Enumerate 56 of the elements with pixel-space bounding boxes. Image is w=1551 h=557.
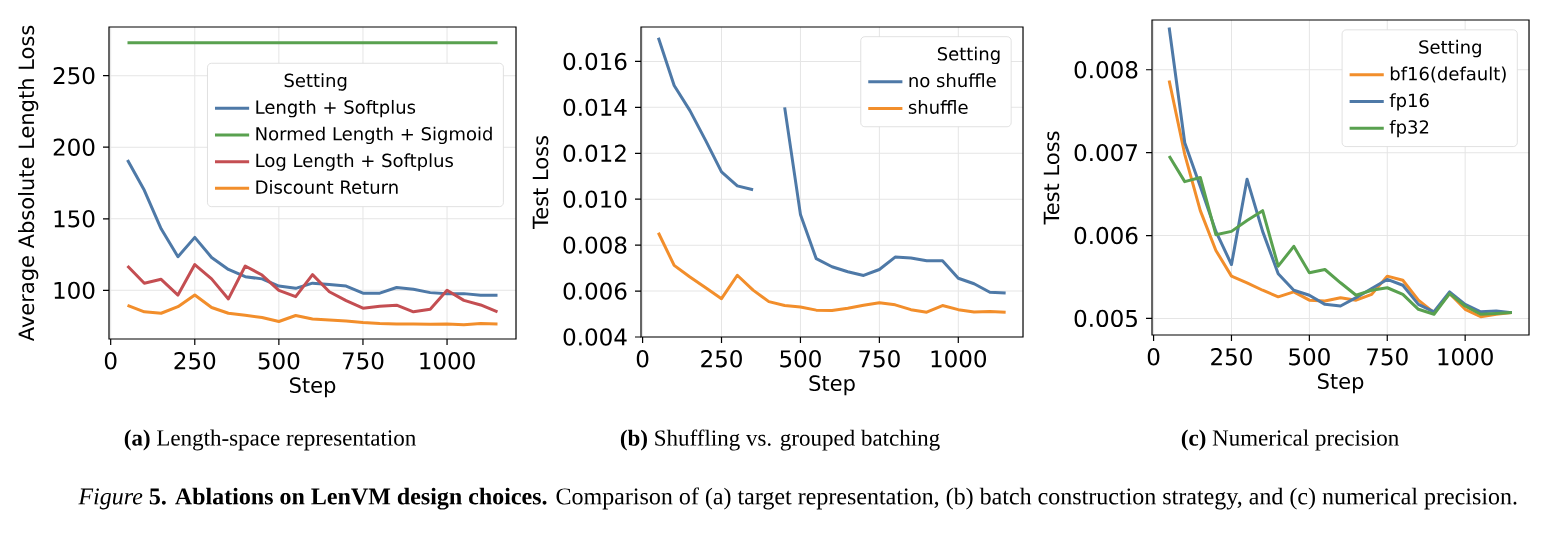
line-series: [656, 231, 1008, 314]
text: Figure 5. Ablations on LenVM design choices. Comparison of (a) target representation, (b) batch construction strategy, and (c) numerical precision.: [78, 487, 1517, 510]
x-tick-label: 500: [780, 350, 821, 368]
x-tick-label: 0: [636, 350, 649, 368]
x-axis-title: Step: [1317, 373, 1364, 394]
x-tick-label: 750: [1367, 348, 1408, 366]
legend-label: bf16(default): [1390, 66, 1506, 83]
text: (b) Shuffling vs. grouped batching: [620, 429, 940, 451]
x-tick-label: 0: [104, 352, 117, 370]
legend-label: Normed Length + Sigmoid: [256, 126, 492, 145]
line-series: [126, 293, 499, 327]
y-axis-title: Test Loss: [1043, 131, 1060, 225]
y-axis-title: Test Loss: [532, 135, 549, 230]
legend-title: Setting: [937, 46, 1000, 65]
y-axis-title: Average Absolute Length Loss: [18, 25, 39, 342]
x-tick-label: 250: [1211, 348, 1252, 366]
y-tick-label: 0.014: [563, 98, 627, 117]
text: (c) Numerical precision: [1181, 429, 1399, 451]
legend-title: Setting: [1419, 39, 1481, 58]
x-tick-label: 1000: [931, 350, 987, 368]
line-series: [1167, 154, 1514, 316]
text: (a) Length-space representation: [124, 429, 416, 451]
x-tick-label: 1000: [420, 352, 475, 370]
line-series: [126, 263, 499, 314]
y-tick-label: 0.010: [563, 190, 627, 208]
x-tick-label: 500: [1289, 348, 1330, 366]
y-tick-label: 0.016: [563, 52, 627, 71]
x-tick-label: 250: [174, 352, 216, 370]
legend-title: Setting: [284, 73, 347, 91]
legend-label: no shuffle: [909, 73, 996, 88]
x-tick-label: 750: [859, 350, 900, 368]
y-tick-label: 200: [53, 138, 95, 156]
x-tick-label: 0: [1147, 348, 1160, 366]
legend-label: shuffle: [908, 100, 968, 114]
legend-label: Log Length + Softplus: [256, 153, 453, 171]
y-tick-label: 0.005: [1074, 309, 1137, 328]
x-tick-label: 1000: [1438, 348, 1493, 366]
legend-label: Length + Softplus: [256, 99, 416, 118]
y-tick-label: 100: [54, 281, 95, 300]
y-tick-label: 150: [54, 210, 95, 228]
y-tick-label: 0.007: [1074, 143, 1137, 162]
y-tick-label: 0.006: [563, 282, 627, 300]
y-tick-label: 250: [53, 66, 95, 85]
x-axis-title: Step: [809, 375, 855, 396]
legend-label: fp32: [1389, 119, 1429, 138]
x-tick-label: 500: [258, 352, 300, 370]
y-tick-label: 0.004: [563, 328, 627, 346]
y-tick-label: 0.008: [1074, 61, 1138, 79]
y-tick-label: 0.008: [563, 236, 627, 254]
y-tick-label: 0.012: [563, 144, 626, 162]
y-tick-label: 0.006: [1074, 226, 1138, 245]
legend-label: Discount Return: [256, 179, 398, 194]
x-tick-label: 250: [701, 350, 742, 368]
legend-label: fp16: [1389, 93, 1429, 111]
x-tick-label: 750: [342, 352, 384, 370]
x-axis-title: Step: [289, 377, 336, 398]
